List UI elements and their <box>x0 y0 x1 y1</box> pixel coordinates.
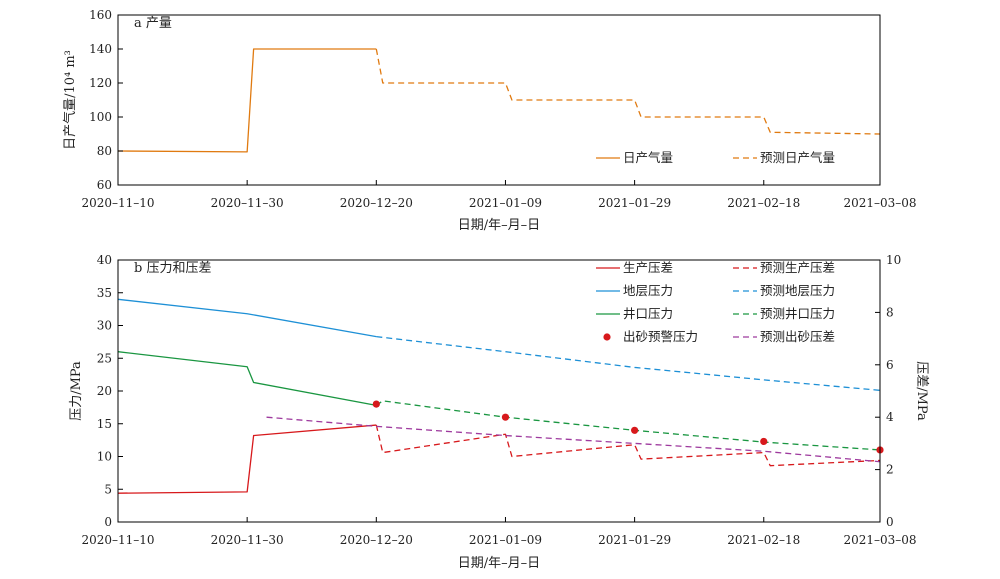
panel-b-series-2-line <box>117 298 377 338</box>
panel-b-series-layer <box>117 298 884 494</box>
panel-b-y-right-tick-label: 8 <box>886 305 894 319</box>
panel-b-frame <box>117 259 881 523</box>
panel-b-series-4-line <box>117 351 377 407</box>
panel-b-y-axis-title-right: 压差/MPa <box>914 361 929 421</box>
panel-b-y-tick-label: 40 <box>97 253 112 267</box>
panel-a-legend: 日产气量 预测日产气量 <box>596 150 835 165</box>
panel-b-y-axis-title-left: 压力/MPa <box>69 361 84 421</box>
panel-b-x-tick-label: 2020–12–20 <box>340 533 413 547</box>
panel-b-y-right-tick-label: 4 <box>886 410 894 424</box>
panel-b-y-tick-label: 10 <box>97 450 112 464</box>
panel-b-y-tick-label: 35 <box>97 286 112 300</box>
legend-label-production-pressure-diff: 生产压差 <box>623 260 673 275</box>
legend-marker-sand-warning-pressure <box>603 333 611 341</box>
panel-b-series-6-point <box>760 437 768 446</box>
panel-b-x-tick-label: 2021–01–29 <box>598 533 671 547</box>
panel-a-series-layer <box>117 48 881 153</box>
panel-a: 2020–11–10 2020–11–30 2020–12–20 2021–01–09… <box>62 8 917 233</box>
panel-a-x-axis-title: 日期/年–月–日 <box>458 218 540 233</box>
panel-a-label: a 产量 <box>134 16 172 31</box>
panel-b-y-right-tick-label: 0 <box>886 515 894 529</box>
panel-b-x-axis-title: 日期/年–月–日 <box>458 556 540 571</box>
panel-b-y-tick-label: 30 <box>97 319 112 333</box>
panel-b-y-tick-label: 5 <box>104 482 112 496</box>
panel-b-x-tick-label: 2020–11–10 <box>81 533 154 547</box>
panel-b-y-tick-label: 15 <box>97 417 112 431</box>
panel-b-series-0-line <box>117 424 377 494</box>
panel-b-series-6-point <box>501 413 510 421</box>
panel-a-y-tick-label: 100 <box>89 110 112 124</box>
panel-a-x-tick-label: 2020–11–30 <box>211 196 284 210</box>
panel-b-ticks: 2020–11–10 2020–11–30 2020–12–20 2021–01–09… <box>81 253 916 547</box>
panel-b-y-right-tick-label: 6 <box>886 358 894 372</box>
panel-a-frame <box>117 14 881 186</box>
legend-label-sand-warning-pressure: 出砂预警压力 <box>623 329 698 344</box>
panel-a-x-tick-label: 2020–11–10 <box>81 196 154 210</box>
panel-b-legend: 生产压差 预测生产压差 地层压力 预测地层压力 井口压力 预测井口压力 出砂预警… <box>596 260 835 344</box>
legend-label-forecast-wellhead-pressure: 预测井口压力 <box>760 306 835 321</box>
panel-a-x-tick-label: 2021–03–08 <box>843 196 916 210</box>
panel-b-x-tick-label: 2021–02–18 <box>727 533 800 547</box>
panel-a-series-1-line <box>375 48 881 135</box>
panel-a-ticks: 2020–11–10 2020–11–30 2020–12–20 2021–01–09… <box>81 8 916 210</box>
panel-a-y-tick-label: 160 <box>89 8 112 22</box>
panel-a-y-tick-label: 80 <box>97 144 112 158</box>
panel-b-series-3-line <box>376 335 881 391</box>
panel-b-series-6-point <box>372 400 380 408</box>
legend-label-forecast-formation-pressure: 预测地层压力 <box>760 283 835 298</box>
panel-b-x-tick-label: 2021–03–08 <box>843 533 916 547</box>
panel-a-x-tick-label: 2021–01–09 <box>469 196 542 210</box>
panel-a-x-tick-label: 2021–01–29 <box>598 196 671 210</box>
panel-b-y-tick-label: 25 <box>97 351 112 365</box>
panel-b: 2020–11–10 2020–11–30 2020–12–20 2021–01–09… <box>69 253 929 571</box>
panel-a-y-tick-label: 140 <box>89 42 112 56</box>
panel-b-y-tick-label: 20 <box>97 384 112 398</box>
panel-b-label: b 压力和压差 <box>134 261 211 276</box>
panel-b-x-tick-label: 2021–01–09 <box>469 533 542 547</box>
legend-label-formation-pressure: 地层压力 <box>623 283 673 298</box>
legend-label-forecast-production-pressure-diff: 预测生产压差 <box>760 260 835 275</box>
panel-a-x-tick-label: 2020–12–20 <box>340 196 413 210</box>
panel-a-y-tick-label: 120 <box>89 76 112 90</box>
legend-label-forecast-sand-pressure-diff: 预测出砂压差 <box>760 329 835 344</box>
panel-b-series-5-line <box>375 400 881 451</box>
panel-a-y-axis-title: 日产气量/10⁴ m³ <box>62 50 78 150</box>
legend-label-wellhead-pressure: 井口压力 <box>623 306 673 321</box>
panel-a-x-tick-label: 2021–02–18 <box>727 196 800 210</box>
panel-a-series-0-line <box>117 48 377 153</box>
panel-b-x-tick-label: 2020–11–30 <box>211 533 284 547</box>
legend-label-forecast-daily-gas: 预测日产气量 <box>760 150 835 165</box>
legend-label-daily-gas: 日产气量 <box>623 150 673 165</box>
panel-b-y-right-tick-label: 2 <box>886 463 894 477</box>
panel-b-series-6-point <box>631 426 639 434</box>
panel-b-y-tick-label: 0 <box>104 515 112 529</box>
panel-b-y-right-tick-label: 10 <box>886 253 901 267</box>
panel-b-series-7-line <box>266 416 881 463</box>
panel-a-y-tick-label: 60 <box>97 178 112 192</box>
